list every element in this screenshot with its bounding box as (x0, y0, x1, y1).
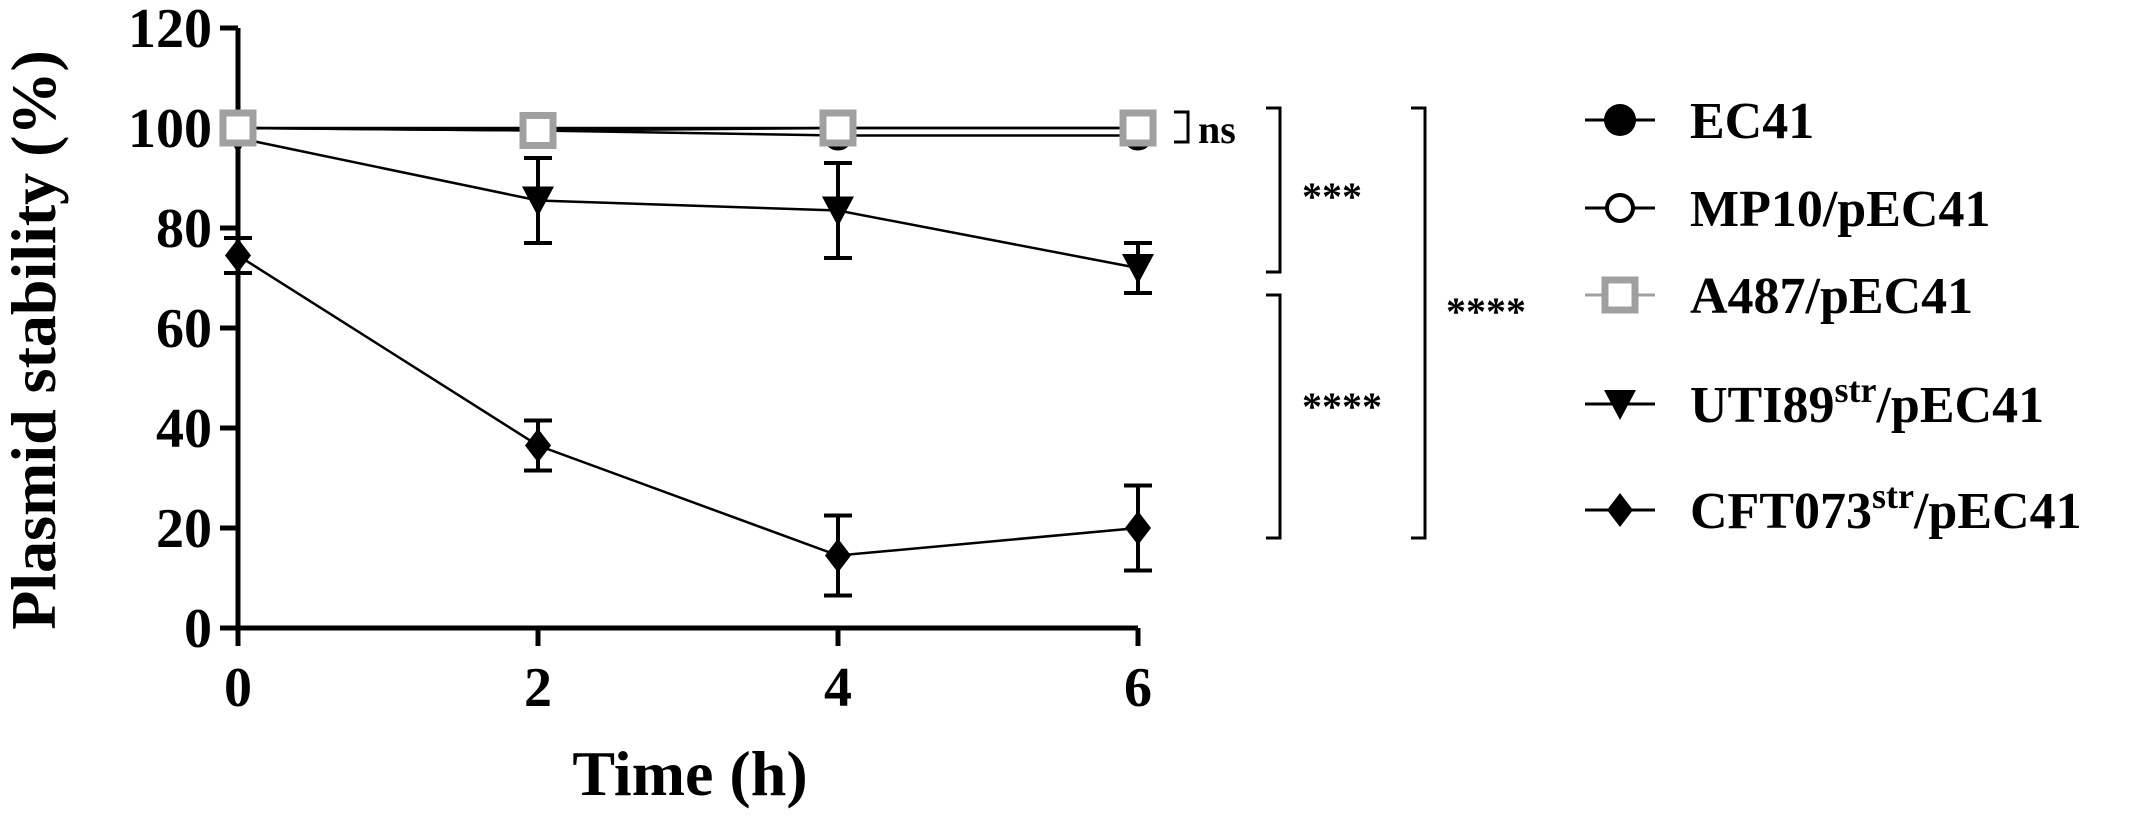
series-line (237, 126, 1138, 132)
legend-label: A487/pEC41 (1690, 268, 1973, 325)
y-tick-label: 0 (184, 598, 212, 660)
legend-item-1: MP10/pEC41 (1585, 181, 1990, 238)
data-point (525, 428, 551, 463)
legend-marker (1605, 193, 1635, 223)
y-tick-label: 20 (156, 498, 212, 560)
legend-item-3: UTI89str/pEC41 (1585, 370, 2044, 434)
significance-bracket-2: **** (1266, 293, 1382, 540)
series-layer (219, 109, 1157, 598)
legend-label-suffix: /pEC41 (1875, 377, 2044, 434)
x-axis-title: Time (h) (572, 738, 807, 809)
significance-label: **** (1302, 384, 1382, 429)
significance-bracket-1: *** (1266, 106, 1362, 274)
legend-label-superscript: str (1834, 370, 1876, 410)
y-tick-label: 100 (128, 98, 212, 160)
bracket-line (1266, 106, 1282, 274)
data-point (822, 196, 854, 227)
axes: 0 20 40 60 80 100 120 0 2 4 6 (128, 0, 1152, 719)
legend-marker (1601, 276, 1639, 314)
legend-label-suffix: /pEC41 (1913, 483, 2082, 540)
x-tick-label: 6 (1124, 657, 1152, 719)
series-3 (222, 124, 1154, 295)
legend-label-superscript: str (1872, 476, 1914, 516)
legend-label-main: CFT073 (1690, 483, 1872, 540)
legend-marker (1604, 390, 1636, 420)
legend-item-4: CFT073str/pEC41 (1585, 476, 2082, 540)
x-tick-label: 0 (224, 657, 252, 719)
legend-label: CFT073str/pEC41 (1690, 476, 2082, 540)
series-2 (219, 109, 1157, 149)
bracket-line (1174, 110, 1190, 144)
significance-bracket-3: **** (1411, 106, 1526, 540)
legend-item-2: A487/pEC41 (1585, 268, 1973, 325)
data-point (225, 238, 251, 273)
series-1 (223, 113, 1153, 151)
y-tick-label: 40 (156, 398, 212, 460)
x-tick-label: 2 (524, 657, 552, 719)
significance-layer: ns*********** (1174, 106, 1526, 540)
data-point (1125, 511, 1151, 545)
significance-bracket-0: ns (1174, 107, 1236, 152)
series-line (237, 136, 1139, 270)
legend-label: MP10/pEC41 (1690, 181, 1990, 238)
legend-item-0: EC41 (1585, 93, 1814, 150)
significance-label: ns (1198, 107, 1236, 152)
legend-label: UTI89str/pEC41 (1690, 370, 2044, 434)
data-point (1122, 254, 1154, 284)
bracket-line (1411, 106, 1427, 540)
legend-marker (1604, 104, 1636, 136)
series-line (237, 254, 1139, 557)
y-tick-label: 120 (128, 0, 212, 60)
data-point (519, 112, 557, 149)
data-point (819, 109, 857, 147)
significance-label: **** (1446, 289, 1526, 334)
data-point (219, 109, 257, 147)
legend: EC41MP10/pEC41A487/pEC41UTI89str/pEC41CF… (1585, 93, 2082, 540)
data-point (522, 186, 554, 217)
data-point (825, 538, 851, 573)
series-4 (224, 236, 1152, 598)
bracket-line (1266, 293, 1282, 540)
y-axis-title: Plasmid stability (%) (0, 50, 69, 630)
legend-marker (1607, 493, 1633, 527)
data-point (1119, 109, 1157, 147)
y-tick-label: 80 (156, 198, 212, 260)
legend-label-main: UTI89 (1690, 377, 1834, 434)
x-tick-label: 4 (824, 657, 852, 719)
y-tick-label: 60 (156, 298, 212, 360)
significance-label: *** (1302, 174, 1362, 219)
legend-label: EC41 (1690, 93, 1814, 150)
